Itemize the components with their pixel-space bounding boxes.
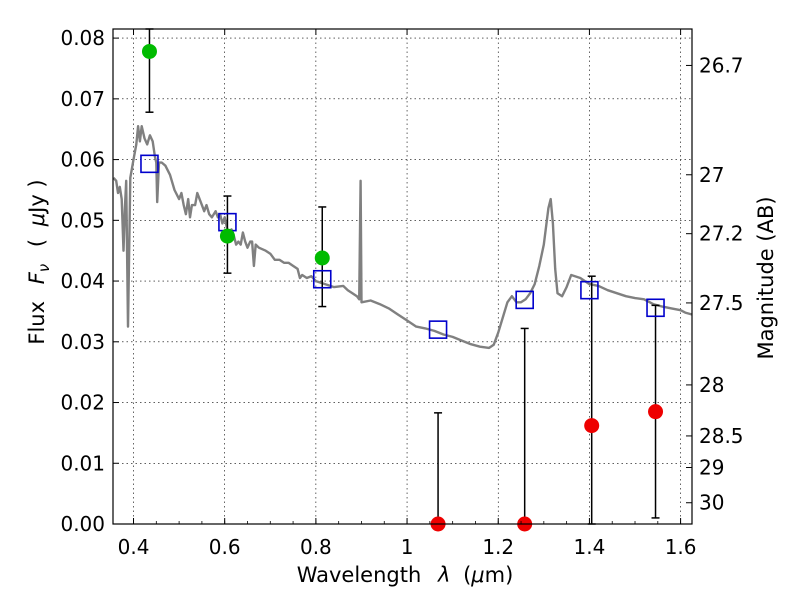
y-axis-label-unit-rest: Jy ) bbox=[25, 179, 49, 215]
x-axis-label-symbol: λ bbox=[437, 563, 450, 587]
y-tick-label: 0.00 bbox=[60, 512, 105, 536]
y2-tick-label: 27 bbox=[699, 163, 724, 187]
y-tick-label: 0.05 bbox=[60, 208, 105, 232]
y2-axis-label: Magnitude (AB) bbox=[754, 196, 778, 359]
y2-tick-label: 28.5 bbox=[699, 424, 744, 448]
y-axis-label-symbol-sub: ν bbox=[35, 264, 53, 272]
x-tick-label: 0.4 bbox=[118, 535, 150, 559]
x-tick-label: 1.2 bbox=[482, 535, 514, 559]
detection-point bbox=[219, 228, 235, 244]
x-axis-label-text: Wavelength bbox=[297, 563, 422, 587]
x-axis-label-unit-mu: μ bbox=[470, 563, 484, 587]
y2-tick-label: 28 bbox=[699, 373, 724, 397]
y2-tick-label: 27.2 bbox=[699, 222, 744, 246]
y-tick-label: 0.08 bbox=[60, 26, 105, 50]
y-axis-label-unit-mu: μ bbox=[25, 213, 49, 227]
non-detection-point bbox=[648, 404, 664, 420]
y-tick-label: 0.06 bbox=[60, 148, 105, 172]
non-detection-point bbox=[584, 418, 600, 434]
y-tick-label: 0.03 bbox=[60, 330, 105, 354]
model-photometry-square bbox=[646, 298, 665, 318]
y2-tick-label: 29 bbox=[699, 456, 724, 480]
x-tick-label: 0.6 bbox=[209, 535, 241, 559]
model-photometry-square bbox=[428, 320, 448, 339]
grid-lines bbox=[113, 29, 692, 525]
detection-point bbox=[141, 43, 157, 59]
y-axis-label-symbol-f: F bbox=[25, 271, 49, 284]
x-tick-label: 1.6 bbox=[665, 535, 697, 559]
model-photometry-square bbox=[140, 154, 159, 174]
x-tick-label: 0.8 bbox=[300, 535, 332, 559]
x-axis-label: Wavelength λ (μm) bbox=[297, 563, 514, 587]
axes-frame bbox=[112, 28, 693, 525]
x-tick-label: 1.4 bbox=[574, 535, 606, 559]
x-axis-label-unit-open: ( bbox=[463, 563, 471, 587]
model-photometry-square bbox=[580, 280, 599, 300]
y-tick-label: 0.02 bbox=[60, 391, 105, 415]
y2-tick-label: 27.5 bbox=[699, 291, 744, 315]
x-axis-label-unit-rest: m) bbox=[485, 563, 514, 587]
y-axis-label-unit-open: ( bbox=[25, 239, 49, 247]
y2-tick-label: 30 bbox=[699, 491, 724, 515]
model-photometry-square bbox=[312, 269, 332, 289]
y-tick-label: 0.07 bbox=[60, 87, 105, 111]
y-tick-label: 0.04 bbox=[60, 269, 105, 293]
model-photometry-square bbox=[515, 290, 534, 310]
detection-point bbox=[314, 250, 330, 266]
model-spectrum-line bbox=[112, 125, 693, 350]
y-axis-label-text: Flux bbox=[25, 301, 49, 345]
x-tick-label: 1 bbox=[401, 535, 414, 559]
y2-tick-label: 26.7 bbox=[699, 53, 744, 77]
plot-area bbox=[112, 28, 693, 532]
y-tick-label: 0.01 bbox=[60, 451, 105, 475]
y-axis-label: Flux Fν ( μJy ) bbox=[25, 179, 54, 344]
axis-ticks: 0.4 0.6 0.8 1 1.2 1.4 1.6 0.00 0.01 0.02 0.03 0.04 0… bbox=[60, 26, 743, 559]
